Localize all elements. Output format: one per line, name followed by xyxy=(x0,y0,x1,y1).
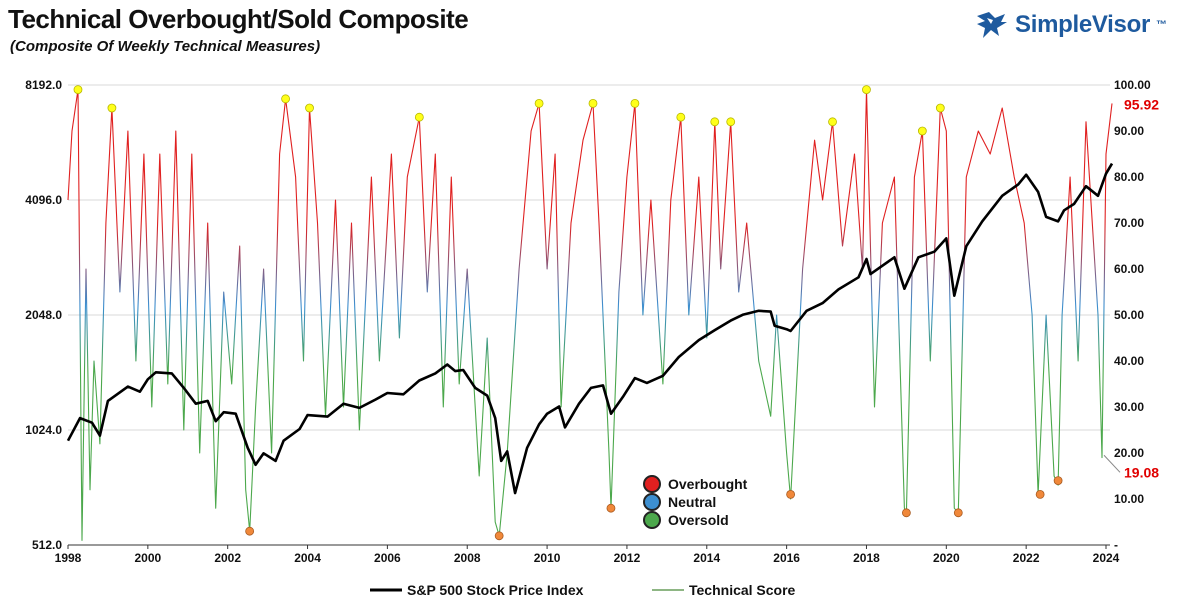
left-tick-label: 1024.0 xyxy=(25,423,62,437)
latest-low-label: 19.08 xyxy=(1124,464,1159,480)
overbought-marker xyxy=(73,85,83,94)
overbought-marker xyxy=(588,99,598,108)
brand-logo: SimpleVisor ™ xyxy=(975,10,1167,40)
x-tick-label: 2022 xyxy=(1013,551,1040,565)
overbought-marker xyxy=(917,126,927,136)
oversold-marker xyxy=(1035,489,1045,499)
overbought-marker xyxy=(862,85,871,94)
overbought-marker xyxy=(726,117,736,127)
x-tick-label: 2018 xyxy=(853,551,880,565)
x-tick-label: 2024 xyxy=(1093,551,1120,565)
right-tick-label: 50.00 xyxy=(1114,308,1144,322)
right-tick-label: 20.00 xyxy=(1114,446,1144,460)
sp500-line xyxy=(66,162,1114,495)
right-tick-label: 10.00 xyxy=(1114,492,1144,506)
x-tick-label: 2016 xyxy=(773,551,800,565)
x-tick-label: 2002 xyxy=(214,551,241,565)
status-legend-swatch xyxy=(643,493,661,511)
page-subtitle: (Composite Of Weekly Technical Measures) xyxy=(10,38,321,55)
right-tick-label: 100.00 xyxy=(1114,78,1151,92)
overbought-marker xyxy=(935,103,945,113)
oversold-marker xyxy=(494,531,504,541)
overbought-marker xyxy=(281,94,290,104)
status-legend-swatch xyxy=(643,511,661,529)
status-legend-label: Overbought xyxy=(668,476,748,492)
eagle-logo-icon xyxy=(977,12,1008,38)
x-tick-label: 2006 xyxy=(374,551,401,565)
status-legend-label: Neutral xyxy=(668,494,716,510)
brand-name: SimpleVisor xyxy=(1015,11,1150,38)
x-tick-label: 2000 xyxy=(134,551,161,565)
oversold-marker xyxy=(1053,476,1063,486)
status-legend-swatch xyxy=(643,475,661,493)
overbought-marker xyxy=(534,99,544,108)
oversold-marker xyxy=(786,489,796,499)
oversold-marker xyxy=(953,508,963,518)
overbought-marker xyxy=(305,103,314,113)
right-tick-label: 60.00 xyxy=(1114,262,1144,276)
legend-sp500-label: S&P 500 Stock Price Index xyxy=(407,582,584,598)
x-tick-label: 2004 xyxy=(294,551,321,565)
right-tick-label: - xyxy=(1114,538,1118,552)
left-tick-label: 512.0 xyxy=(32,538,62,552)
oversold-marker xyxy=(606,503,616,513)
left-tick-label: 8192.0 xyxy=(25,78,62,92)
overbought-marker xyxy=(414,112,424,122)
overbought-marker xyxy=(630,99,640,108)
left-tick-label: 4096.0 xyxy=(25,193,62,207)
overbought-marker xyxy=(710,117,720,127)
right-tick-label: 30.00 xyxy=(1114,400,1144,414)
x-tick-label: 1998 xyxy=(55,551,82,565)
right-tick-label: 80.00 xyxy=(1114,170,1144,184)
overbought-marker xyxy=(828,117,837,127)
oversold-marker xyxy=(901,508,911,518)
x-tick-label: 2012 xyxy=(614,551,641,565)
right-tick-label: 70.00 xyxy=(1114,216,1144,230)
x-tick-label: 2014 xyxy=(693,551,720,565)
right-tick-label: 40.00 xyxy=(1114,354,1144,368)
page-title: Technical Overbought/Sold Composite xyxy=(8,4,469,34)
left-tick-label: 2048.0 xyxy=(25,308,62,322)
x-tick-label: 2020 xyxy=(933,551,960,565)
status-legend-label: Oversold xyxy=(668,512,729,528)
x-tick-label: 2010 xyxy=(534,551,561,565)
brand-trademark: ™ xyxy=(1156,19,1167,31)
latest-low-leader xyxy=(1103,454,1121,473)
overbought-marker xyxy=(676,112,686,122)
latest-high-label: 95.92 xyxy=(1124,96,1159,112)
legend-score-label: Technical Score xyxy=(689,582,796,598)
oversold-marker xyxy=(245,526,255,536)
right-tick-label: 90.00 xyxy=(1114,124,1144,138)
overbought-marker xyxy=(107,103,117,113)
x-tick-label: 2008 xyxy=(454,551,481,565)
